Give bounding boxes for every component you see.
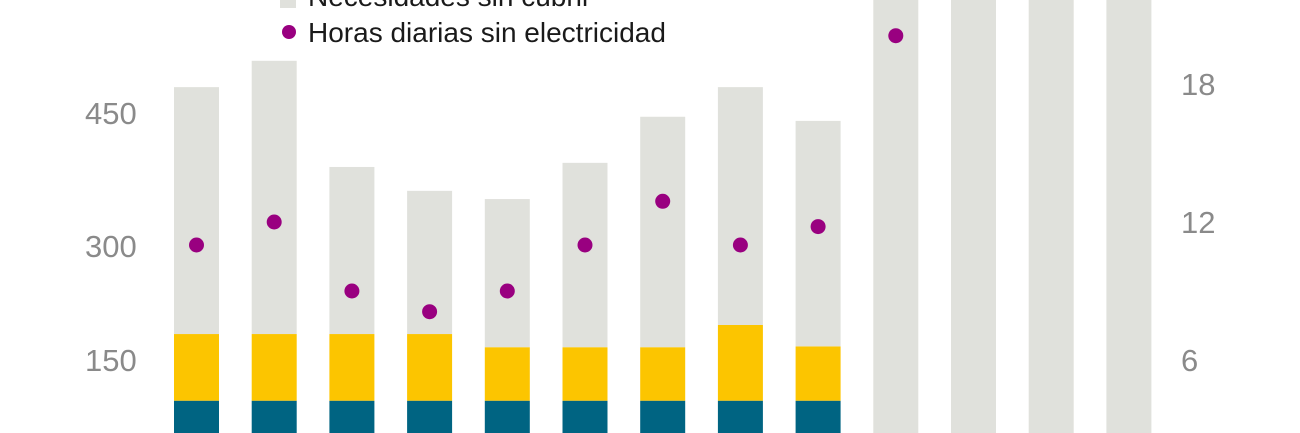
bar-segment-1-7 [717, 324, 763, 401]
bar-segment-1-2 [329, 334, 375, 401]
legend-label-needs: Necesidades sin cubrir [308, 0, 591, 12]
hours-dot-9 [888, 28, 904, 44]
bar-segment-0-5 [562, 400, 608, 433]
bar-segment-1-1 [251, 334, 297, 401]
hours-dot-4 [499, 283, 515, 299]
axis-ticks: 15030045060061218 [85, 67, 1215, 378]
left-tick-label: 450 [85, 96, 137, 131]
bar-segment-2-12 [1106, 0, 1152, 433]
right-tick-label: 6 [1181, 343, 1198, 378]
bar-segment-2-5 [562, 162, 608, 348]
bar-segment-1-0 [174, 334, 219, 401]
bar-segment-2-1 [251, 60, 297, 335]
bar-segment-2-7 [717, 87, 763, 325]
bar-segment-0-8 [795, 400, 841, 433]
legend: Necesidades sin cubrir Horas diarias sin… [280, 0, 666, 48]
bar-segment-2-6 [640, 116, 686, 348]
bar-segment-0-4 [484, 400, 530, 433]
legend-swatch-hours [282, 25, 296, 39]
bar-segment-0-2 [329, 400, 375, 433]
bar-segment-0-7 [717, 400, 763, 433]
bars [174, 0, 1152, 433]
bar-segment-0-0 [174, 400, 219, 433]
bar-segment-1-3 [407, 334, 453, 401]
bar-segment-2-2 [329, 166, 375, 335]
bar-segment-0-1 [251, 400, 297, 433]
hours-dots [189, 28, 904, 320]
bar-segment-2-11 [1028, 0, 1074, 433]
hours-dot-2 [344, 283, 360, 299]
legend-swatch-needs [280, 0, 296, 8]
right-tick-label: 12 [1181, 205, 1215, 240]
bar-segment-2-9 [873, 0, 919, 433]
bar-segment-2-4 [484, 199, 530, 348]
bar-segment-1-8 [795, 346, 841, 401]
hours-dot-5 [577, 237, 593, 253]
bar-segment-2-10 [951, 0, 996, 433]
hours-dot-6 [655, 193, 671, 209]
bar-segment-0-3 [407, 400, 453, 433]
left-tick-label: 150 [85, 343, 137, 378]
bar-segment-1-4 [484, 347, 530, 401]
left-tick-label: 300 [85, 229, 137, 264]
hours-dot-7 [732, 237, 748, 253]
hours-dot-1 [266, 214, 282, 230]
right-tick-label: 18 [1181, 67, 1215, 102]
hours-dot-8 [810, 219, 826, 235]
bar-segment-1-5 [562, 347, 608, 401]
bar-segment-0-6 [640, 400, 686, 433]
bar-segment-1-6 [640, 347, 686, 401]
hours-dot-3 [422, 304, 438, 320]
legend-label-hours: Horas diarias sin electricidad [308, 17, 666, 48]
hours-dot-0 [189, 237, 204, 253]
bar-segment-2-0 [174, 87, 219, 335]
